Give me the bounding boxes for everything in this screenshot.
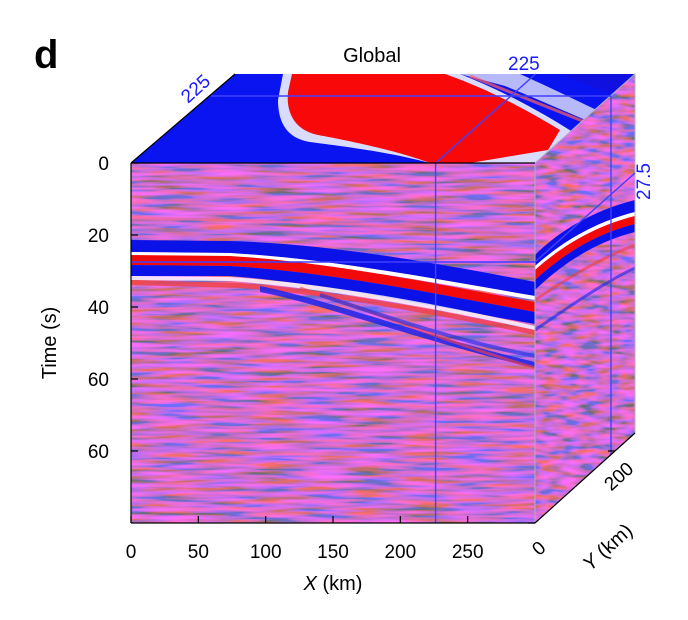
x-slice-line-top [435, 73, 537, 164]
z-tick-label: 200 [601, 459, 639, 496]
y-tick-label: 60 [88, 442, 109, 463]
x-tick-label: 150 [317, 542, 349, 563]
x-tick-label: 50 [188, 542, 209, 563]
slice-time-label: 27.5 [634, 163, 655, 200]
z-axis-line [534, 432, 636, 524]
y-axis-title: Time (s) [39, 307, 61, 380]
x-tick-label: 0 [126, 542, 137, 563]
chart-title: Global [343, 45, 401, 67]
x-axis-var: X [303, 573, 318, 595]
z-tick-label: 0 [528, 538, 550, 561]
x-tick-label: 100 [250, 542, 282, 563]
x-axis-ticks: 0 50 100 150 200 250 [126, 516, 484, 563]
y-tick-label: 40 [88, 298, 109, 319]
z-axis-unit: (km) [589, 520, 638, 567]
x-tick-label: 200 [384, 542, 416, 563]
x-axis-title: X (km) [303, 573, 363, 595]
side-face [535, 74, 635, 523]
y-axis-ticks: 0 20 40 60 60 [88, 154, 138, 463]
y-tick-label: 20 [88, 226, 109, 247]
y-tick-label: 60 [88, 370, 109, 391]
x-tick-label: 250 [452, 542, 484, 563]
front-face [131, 163, 535, 523]
top-left-edge [130, 73, 236, 164]
slice-lines [131, 73, 636, 523]
x-axis-unit: (km) [317, 573, 363, 595]
y-tick-label: 0 [98, 154, 109, 175]
z-axis-title: Y (km) [579, 520, 637, 576]
time-slice-line-side [534, 172, 636, 263]
slice-x-label: 225 [508, 54, 540, 75]
panel-label: d [34, 33, 58, 77]
